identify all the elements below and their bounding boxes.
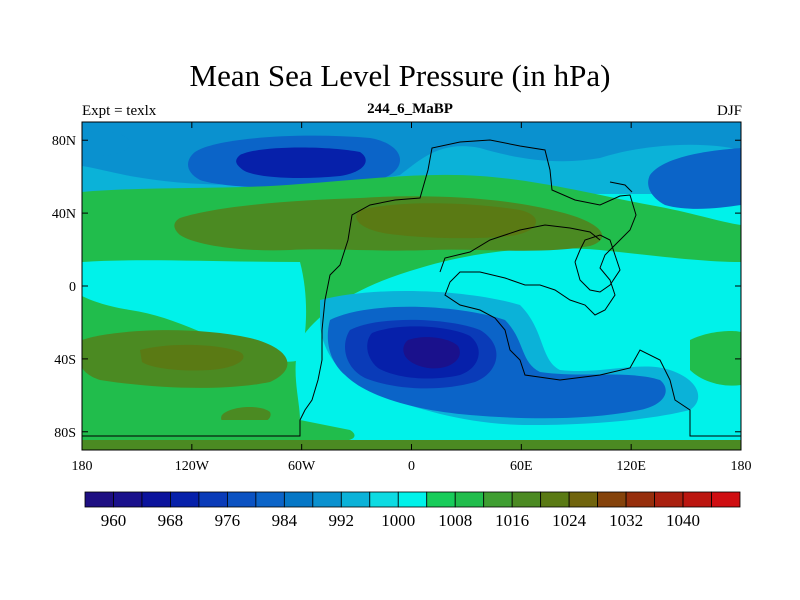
colorbar-label: 1016 [495,511,529,530]
colorbar-swatch [597,491,627,508]
colorbar-swatch [682,491,712,508]
colorbar-swatch [454,491,485,508]
colorbar-swatch [654,491,684,508]
x-tick-label: 120E [616,459,646,474]
colorbar-swatch [369,491,399,508]
colorbar-swatch [283,491,314,508]
x-tick-label: 180 [72,459,93,474]
colorbar: 960 968 976 984 992 1000 1008 1016 1024 1032 1040 [84,491,741,530]
colorbar-swatch [84,491,114,508]
pacific-cyan-tongue [82,260,307,362]
colorbar-swatch [170,491,200,508]
season-label: DJF [716,103,742,119]
y-axis: 80N 40N 0 40S 80S [52,134,741,441]
southern-ocean-low-center [403,337,460,369]
south-atlantic-high [690,330,741,386]
x-tick-label: 60E [510,459,533,474]
period-label: 244_6_MaBP [367,101,453,117]
contour-field [82,122,741,450]
interior-seaway [574,234,621,293]
colorbar-swatch [568,491,599,508]
colorbar-swatch [426,491,456,508]
north-pacific-low-core [236,147,366,178]
y-tick-label: 40S [54,353,76,368]
colorbar-swatch [540,491,570,508]
y-tick-label: 80N [52,134,76,149]
colorbar-swatch [511,491,542,508]
colorbar-swatch [711,491,741,508]
south-pacific-high-core [140,344,244,371]
eastern-cape [609,181,633,193]
x-tick-label: 120W [175,459,210,474]
y-tick-label: 40N [52,207,76,222]
colorbar-swatch [312,491,342,508]
pangea-coastline [82,139,741,437]
x-tick-label: 60W [288,459,316,474]
sw-green-patch [82,420,355,442]
colorbar-label: 968 [158,511,184,530]
colorbar-label: 1032 [609,511,643,530]
colorbar-swatch [255,491,285,508]
colorbar-label: 1040 [666,511,700,530]
colorbar-label: 1024 [552,511,587,530]
x-tick-label: 0 [408,459,415,474]
colorbar-swatch [198,491,228,508]
colorbar-swatch [340,491,371,508]
x-tick-label: 180 [731,459,752,474]
y-tick-label: 0 [69,280,76,295]
north-east-low [648,148,741,209]
colorbar-label: 1008 [438,511,472,530]
eurasia-high-core [356,203,537,239]
y-tick-label: 80S [54,426,76,441]
map-title: Mean Sea Level Pressure (in hPa) [189,58,611,93]
colorbar-swatch [397,491,428,508]
colorbar-label: 984 [272,511,298,530]
tethys-coast [439,224,601,273]
colorbar-swatch [625,491,655,508]
north-west-low [82,131,131,156]
colorbar-label: 976 [215,511,241,530]
colorbar-label: 1000 [381,511,415,530]
colorbar-swatch [141,491,171,508]
x-axis: 180 120W 60W 0 60E 120E 180 [72,122,752,474]
colorbar-swatch [113,491,143,508]
colorbar-label: 992 [329,511,355,530]
colorbar-label: 960 [101,511,127,530]
colorbar-swatch [226,491,257,508]
experiment-label: Expt = texlx [82,103,157,119]
colorbar-swatch [483,491,513,508]
